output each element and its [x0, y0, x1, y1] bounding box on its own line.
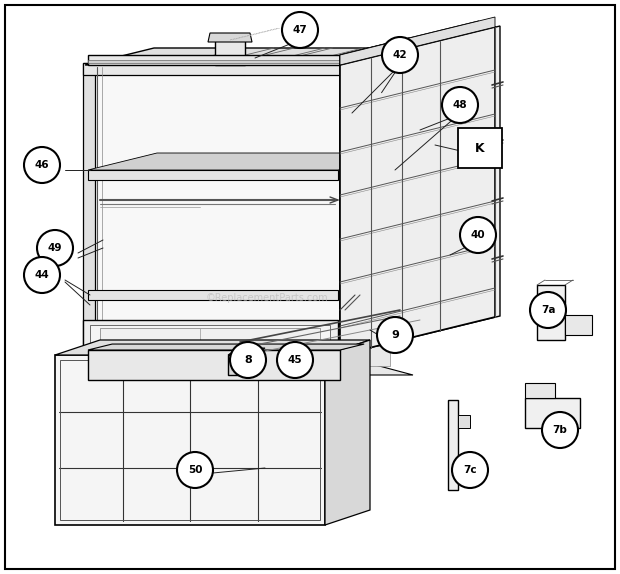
Polygon shape: [88, 60, 340, 63]
Polygon shape: [340, 38, 409, 65]
Text: K: K: [475, 142, 485, 154]
Circle shape: [24, 257, 60, 293]
Polygon shape: [88, 153, 407, 170]
Polygon shape: [170, 346, 390, 366]
Circle shape: [460, 217, 496, 253]
Text: 7b: 7b: [552, 425, 567, 435]
Polygon shape: [565, 315, 592, 335]
Text: 7a: 7a: [541, 305, 556, 315]
Polygon shape: [83, 63, 95, 357]
Text: 45: 45: [288, 355, 303, 365]
Text: 42: 42: [392, 50, 407, 60]
Polygon shape: [90, 325, 330, 350]
Polygon shape: [85, 65, 340, 355]
Polygon shape: [525, 398, 580, 428]
Text: 46: 46: [35, 160, 50, 170]
Polygon shape: [537, 285, 565, 340]
Text: 40: 40: [471, 230, 485, 240]
Circle shape: [452, 452, 488, 488]
Circle shape: [24, 147, 60, 183]
Circle shape: [382, 37, 418, 73]
Polygon shape: [88, 170, 338, 180]
Polygon shape: [83, 350, 359, 355]
Polygon shape: [208, 33, 252, 42]
Circle shape: [530, 292, 566, 328]
Polygon shape: [228, 348, 265, 355]
Circle shape: [230, 342, 266, 378]
Polygon shape: [83, 355, 413, 375]
Circle shape: [282, 12, 318, 48]
Text: 48: 48: [453, 100, 467, 110]
Polygon shape: [85, 48, 409, 65]
Text: 7c: 7c: [463, 465, 477, 475]
Text: ©ReplacementParts.com: ©ReplacementParts.com: [205, 293, 328, 304]
Polygon shape: [55, 340, 370, 355]
Polygon shape: [525, 383, 555, 398]
Text: 9: 9: [391, 330, 399, 340]
Text: 8: 8: [244, 355, 252, 365]
Polygon shape: [340, 27, 495, 355]
Polygon shape: [83, 320, 338, 355]
Polygon shape: [340, 26, 500, 355]
Polygon shape: [88, 55, 340, 65]
Polygon shape: [448, 400, 458, 490]
Circle shape: [277, 342, 313, 378]
Circle shape: [37, 230, 73, 266]
Polygon shape: [215, 38, 245, 65]
Polygon shape: [100, 328, 320, 348]
FancyBboxPatch shape: [458, 128, 502, 168]
Text: 44: 44: [35, 270, 50, 280]
Circle shape: [442, 87, 478, 123]
Circle shape: [377, 317, 413, 353]
Circle shape: [542, 412, 578, 448]
Text: 47: 47: [293, 25, 308, 35]
Polygon shape: [88, 350, 340, 380]
Polygon shape: [88, 344, 364, 350]
Polygon shape: [340, 17, 495, 65]
Polygon shape: [55, 355, 325, 525]
Polygon shape: [458, 415, 470, 428]
Polygon shape: [325, 340, 370, 525]
Text: 50: 50: [188, 465, 202, 475]
Text: 49: 49: [48, 243, 62, 253]
Polygon shape: [83, 63, 340, 75]
Polygon shape: [340, 21, 479, 65]
Polygon shape: [228, 355, 255, 375]
Polygon shape: [88, 290, 338, 300]
Circle shape: [177, 452, 213, 488]
